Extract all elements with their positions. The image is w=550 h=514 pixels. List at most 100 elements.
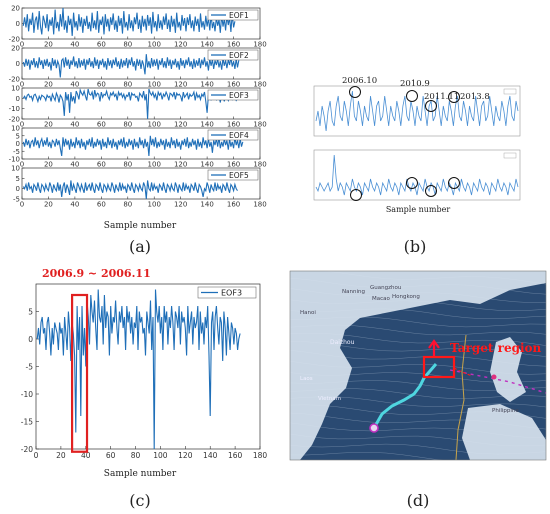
panel-a-ytick-label: 10 — [11, 125, 20, 133]
panel-a-ytick-label: -5 — [13, 148, 20, 156]
panel-a-ytick-label: 0 — [16, 95, 20, 103]
map-current-lines — [290, 271, 546, 460]
panel-c-xtick-label: 100 — [153, 451, 168, 460]
panel-b-event-circle — [349, 86, 361, 98]
map-hainan — [325, 349, 344, 364]
panel-a-eof-stack: 200-200 20 40 60 80 100 120 140 160 180EOF1200-20… — [9, 5, 267, 209]
panel-b-bottom-legend — [503, 152, 517, 159]
map-current-streamline — [290, 299, 546, 311]
map-current-streamline — [290, 316, 546, 328]
panel-a-xtick-label: 80 — [123, 201, 132, 209]
panel-a-ytick-label: 10 — [11, 85, 20, 93]
map-east-track — [449, 369, 546, 394]
map-place-nanning: Nanning — [342, 289, 365, 295]
panel-b-annotation-2011-11: 2011.11 — [424, 92, 459, 102]
panel-a-xtick-label: 60 — [97, 81, 106, 89]
panel-c-xtick-label: 180 — [253, 451, 268, 460]
map-place-laos: Laos — [300, 376, 313, 382]
panel-a-legend-label: EOF3 — [229, 91, 249, 100]
panel-a-xtick-label: 180 — [253, 81, 266, 89]
panel-a-xtick-label: 60 — [97, 121, 106, 129]
map-current-streamline — [290, 324, 546, 336]
panel-a-xtick-label: 140 — [200, 41, 213, 49]
panel-a-xtick-label: 120 — [174, 161, 187, 169]
panel-a-legend-label: EOF4 — [229, 131, 249, 140]
panel-c-xtick-label: 0 — [34, 451, 39, 460]
panel-a-xtick-label: 20 — [44, 201, 53, 209]
panel-b-event-circle — [350, 189, 362, 201]
panel-a-xtick-label: 60 — [97, 201, 106, 209]
panel-a-xtick-label: 120 — [174, 41, 187, 49]
panel-a-xtick-label: 20 — [44, 81, 53, 89]
panel-a-xtick-label: 80 — [123, 41, 132, 49]
panel-a-xtick-label: 160 — [227, 41, 240, 49]
panel-b-label: (b) — [404, 237, 427, 256]
map-current-streamline — [290, 332, 546, 346]
panel-a-xtick-label: 0 — [20, 81, 24, 89]
panel-b-bottom-line — [315, 154, 519, 196]
panel-c-ytick-label: 5 — [28, 308, 33, 317]
panel-c-ytick-label: -20 — [21, 445, 33, 454]
panel-a-xtick-label: 100 — [148, 41, 161, 49]
panel-a-xtick-label: 100 — [148, 81, 161, 89]
map-current-streamline — [290, 412, 546, 430]
panel-a-legend-box — [207, 9, 259, 21]
panel-a-ytick-label: 0 — [16, 140, 20, 148]
panel-b-annotation-2013-8: 2013.8 — [460, 92, 490, 102]
panel-b-xlabel: Sample number — [386, 205, 451, 214]
panel-a-ytick-label: 5 — [16, 132, 20, 140]
panel-a-ytick-label: 20 — [11, 45, 20, 53]
panel-a-legend-box — [207, 49, 259, 61]
panel-a-legend-label: EOF5 — [229, 171, 249, 180]
panel-a-ytick-label: 0 — [16, 185, 20, 193]
panel-c-legend-box — [197, 286, 257, 299]
panel-a-xtick-label: 0 — [20, 201, 24, 209]
panel-a-ytick-label: -20 — [9, 116, 20, 124]
map-place-guangzhou: Guangzhou — [370, 285, 401, 291]
panel-b-top-line — [315, 90, 519, 132]
map-current-streamline — [290, 396, 546, 408]
panel-a-xtick-label: 80 — [123, 121, 132, 129]
panel-a-xtick-label: 100 — [148, 121, 161, 129]
panel-a-xtick-label: 40 — [70, 161, 79, 169]
panel-a-xtick-label: 20 — [44, 41, 53, 49]
map-arrow-icon — [428, 339, 440, 356]
map-current-streamline — [290, 277, 546, 295]
panel-a-legend-box — [207, 129, 259, 141]
panel-a-legend-box — [207, 89, 259, 101]
panel-a-label: (a) — [129, 237, 151, 256]
map-current-streamline — [290, 380, 546, 391]
map-current-streamline — [290, 404, 546, 419]
map-current-streamline — [290, 433, 546, 447]
map-current-streamline — [290, 388, 546, 399]
map-mainland — [290, 271, 546, 460]
panel-a-xtick-label: 0 — [20, 121, 24, 129]
panel-a-xtick-label: 180 — [253, 41, 266, 49]
panel-a-xtick-label: 140 — [200, 121, 213, 129]
panel-a-xtick-label: 100 — [148, 201, 161, 209]
panel-a-xtick-label: 40 — [70, 41, 79, 49]
panel-a-xtick-label: 180 — [253, 121, 266, 129]
map-target-leader — [453, 367, 473, 377]
panel-a-ytick-label: -5 — [13, 196, 20, 204]
panel-b-top-legend — [503, 88, 517, 95]
map-start-marker — [369, 423, 379, 433]
map-place-macao: Macao — [372, 296, 391, 302]
panel-a-xtick-label: 140 — [200, 161, 213, 169]
panel-b-bottom-frame — [313, 149, 521, 201]
panel-c-ytick-label: 0 — [28, 335, 33, 344]
map-place-hanoi: Hanoi — [300, 310, 316, 316]
panel-c-legend-label: EOF3 — [221, 289, 242, 298]
panel-a-legend-label: EOF2 — [229, 51, 249, 60]
map-borneo — [462, 404, 546, 460]
panel-b-annotation-2006-10: 2006.10 — [342, 76, 377, 86]
panel-a-ytick-label: 0 — [16, 20, 20, 28]
panel-d-map: Nanning Guangzhou Macao Hongkong Hanoi D… — [289, 270, 547, 461]
panel-a-xtick-label: 140 — [200, 81, 213, 89]
map-target-box — [422, 355, 456, 379]
panel-a-xtick-label: 0 — [20, 41, 24, 49]
panel-a-xtick-label: 160 — [227, 121, 240, 129]
panel-a-xtick-label: 80 — [123, 81, 132, 89]
panel-c-xtick-label: 160 — [228, 451, 243, 460]
